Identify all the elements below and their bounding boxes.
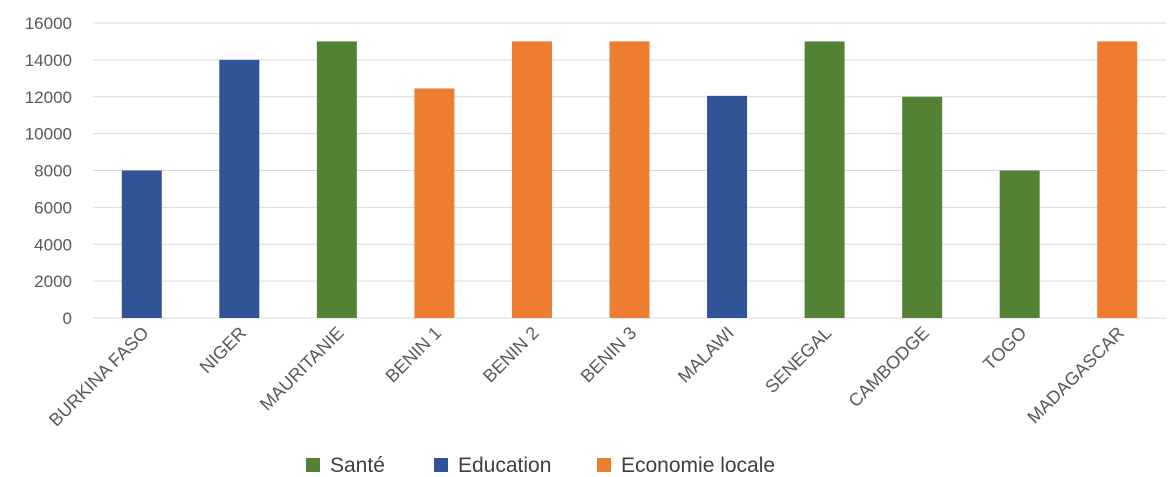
bar-togo bbox=[999, 170, 1040, 318]
y-tick-label: 4000 bbox=[34, 235, 72, 254]
x-tick-label: BURKINA FASO bbox=[45, 323, 153, 431]
y-tick-label: 0 bbox=[63, 309, 72, 328]
x-tick-label: NIGER bbox=[196, 323, 250, 377]
legend-swatch bbox=[434, 458, 448, 472]
bar-burkina-faso bbox=[121, 170, 162, 318]
x-tick-label: BENIN 2 bbox=[479, 323, 543, 387]
legend-swatch bbox=[597, 458, 611, 472]
x-tick-label: MADAGASCAR bbox=[1023, 323, 1128, 428]
y-tick-label: 6000 bbox=[34, 198, 72, 217]
x-tick-label: MAURITANIE bbox=[256, 323, 348, 415]
bars bbox=[121, 41, 1138, 318]
x-tick-label: BENIN 3 bbox=[577, 323, 641, 387]
x-tick-label: BENIN 1 bbox=[382, 323, 446, 387]
bar-benin-1 bbox=[414, 88, 455, 318]
x-axis-ticks: BURKINA FASO NIGER MAURITANIE BENIN 1 BENIN … bbox=[45, 323, 1128, 431]
bar-cambodge bbox=[902, 96, 943, 318]
y-tick-label: 8000 bbox=[34, 162, 72, 181]
y-tick-label: 16000 bbox=[25, 14, 72, 33]
y-tick-label: 10000 bbox=[25, 125, 72, 144]
legend-label: Education bbox=[458, 454, 551, 477]
bar-mauritanie bbox=[316, 41, 357, 318]
y-tick-label: 12000 bbox=[25, 88, 72, 107]
y-tick-label: 2000 bbox=[34, 272, 72, 291]
x-tick-label: CAMBODGE bbox=[845, 323, 933, 411]
bar-malawi bbox=[707, 95, 748, 318]
bar-benin-3 bbox=[609, 41, 650, 318]
legend: Santé Education Economie locale bbox=[306, 454, 775, 477]
bar-benin-2 bbox=[511, 41, 552, 318]
y-tick-label: 14000 bbox=[25, 51, 72, 70]
x-tick-label: TOGO bbox=[979, 323, 1030, 374]
legend-label: Economie locale bbox=[621, 454, 775, 477]
legend-label: Santé bbox=[330, 454, 385, 477]
bar-niger bbox=[219, 59, 260, 318]
x-tick-label: SENEGAL bbox=[761, 323, 835, 397]
y-axis-ticks: 0 2000 4000 6000 8000 10000 12000 14000 16000 bbox=[25, 14, 72, 328]
legend-swatch bbox=[306, 458, 320, 472]
x-tick-label: MALAWI bbox=[674, 323, 738, 387]
bar-madagascar bbox=[1097, 41, 1138, 318]
bar-senegal bbox=[804, 41, 845, 318]
